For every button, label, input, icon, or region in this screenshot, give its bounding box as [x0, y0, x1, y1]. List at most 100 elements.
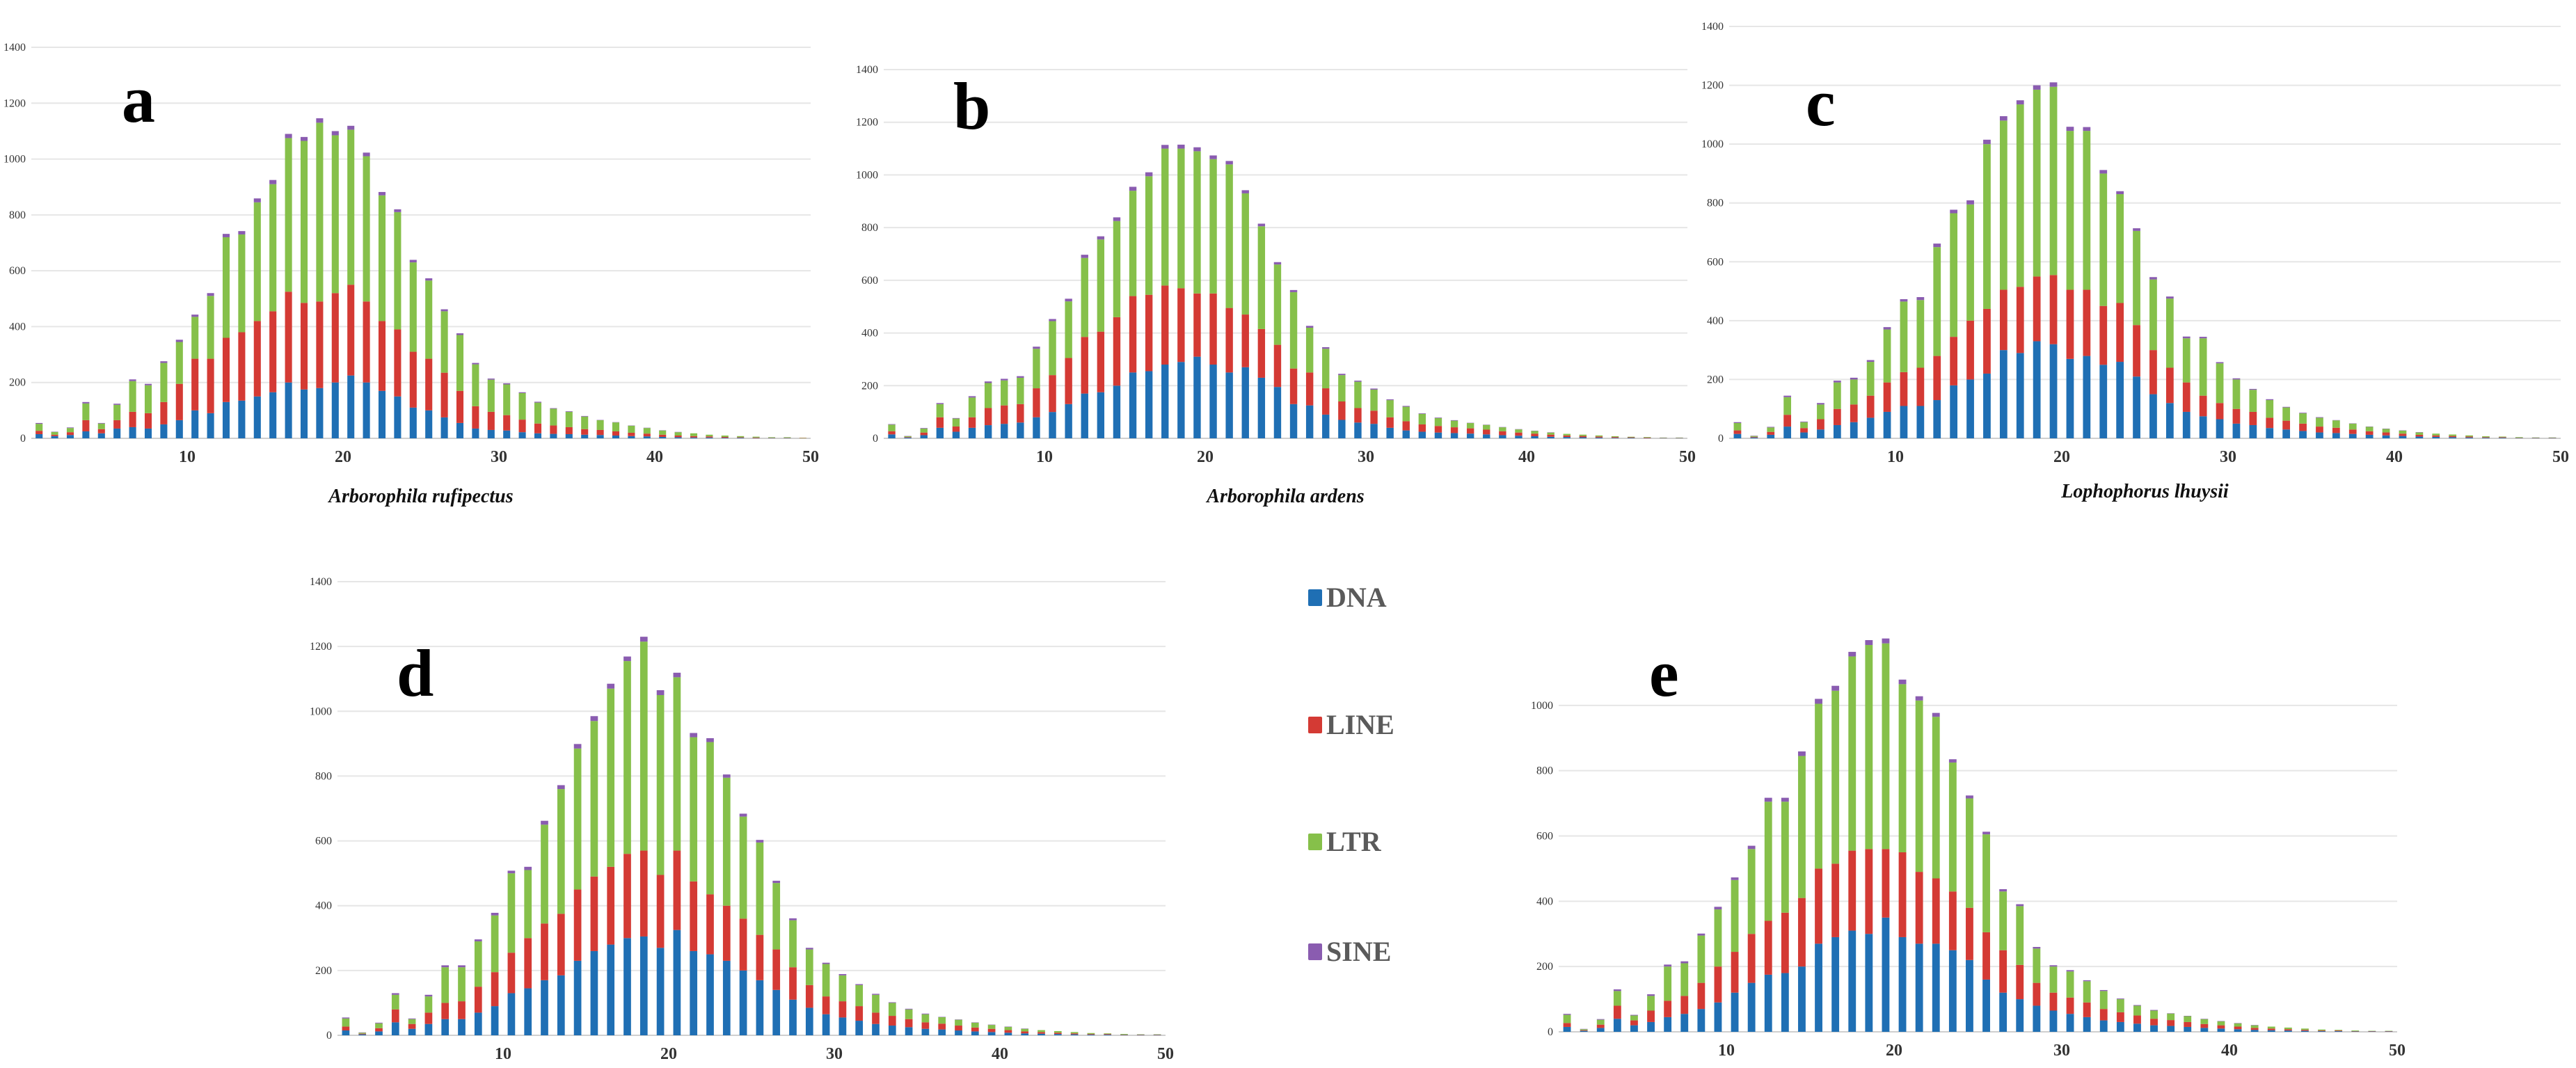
bar-segment-ltr [2150, 1010, 2158, 1019]
bar-segment-sine [1966, 795, 1973, 799]
bar-segment-sine [1596, 1019, 1605, 1020]
bar-segment-line [1596, 1024, 1605, 1028]
chart-panel-b: 0 200 400 600 800 1000 1200 1400 10 20 30 40 50 b Arbo… [856, 64, 1696, 507]
bar-segment-dna [2066, 1014, 2074, 1032]
bar-segment-ltr [1070, 1032, 1079, 1034]
bar-segment-sine [534, 401, 542, 403]
bar-segment-sine [756, 840, 764, 843]
bar-segment-ltr [1547, 432, 1555, 435]
bar-segment-line [238, 332, 246, 401]
x-tick-label: 50 [2552, 448, 2569, 466]
bar-segment-dna [456, 422, 464, 438]
bar-segment-dna [2083, 1017, 2091, 1032]
bar-segment-sine [1354, 381, 1362, 382]
bar-segment-line [1882, 849, 1890, 918]
bar-segment-ltr [441, 967, 450, 1003]
bar-segment-ltr [1900, 301, 1908, 372]
bar-segment-ltr [2133, 1005, 2141, 1016]
bar-segment-ltr [222, 237, 230, 338]
bar-segment-dna [2335, 1031, 2343, 1032]
bar-segment-ltr [2116, 194, 2124, 303]
bar-segment-line [160, 401, 168, 424]
bar-segment-dna [1983, 373, 1991, 438]
bar-segment-line [425, 358, 433, 411]
bar-segment-line [1932, 878, 1940, 944]
bar-segment-line [2033, 276, 2041, 342]
bar-segment-dna [1547, 436, 1555, 438]
bar-segment-ltr [752, 436, 760, 438]
bar-segment-sine [441, 965, 450, 968]
bar-segment-line [722, 905, 731, 961]
bar-segment-line [1714, 966, 1722, 1003]
bar-segment-dna [739, 970, 747, 1035]
bar-segment-sine [565, 411, 573, 412]
bar-segment-dna [2316, 432, 2323, 438]
bar-segment-line [739, 918, 747, 971]
y-tick-label: 1000 [1701, 138, 1724, 150]
bar-segment-line [1418, 424, 1426, 432]
bar-segment-line [968, 417, 976, 428]
legend-item-line: LINE [1308, 708, 1394, 741]
bar-segment-dna [253, 396, 261, 438]
bar-segment-sine [2316, 417, 2323, 418]
bar-segment-ltr [1097, 239, 1105, 332]
bar-segment-ltr [1611, 436, 1619, 438]
bar-segment-ltr [1087, 1033, 1095, 1035]
bar-segment-ltr [2284, 1027, 2292, 1030]
bar-segment-line [1697, 982, 1706, 1010]
bar-segment-ltr [253, 202, 261, 321]
bar-segment-sine [507, 870, 516, 874]
bar-segment-line [424, 1012, 433, 1024]
bar-segment-sine [1257, 223, 1266, 227]
bar-segment-line [487, 411, 495, 430]
bar-segment-dna [1950, 385, 1958, 438]
bar-segment-ltr [643, 428, 651, 434]
bar-segment-ltr [2066, 971, 2074, 998]
bar-segment-sine [2232, 378, 2241, 380]
bar-segment-sine [2033, 85, 2041, 90]
bar-segment-line [408, 1023, 416, 1029]
bar-segment-ltr [1750, 436, 1758, 437]
bar-segment-sine [2266, 399, 2274, 401]
bar-segment-ltr [1882, 643, 1890, 850]
bar-segment-ltr [1129, 191, 1137, 296]
y-tick-label: 200 [9, 377, 26, 389]
bar-segment-ltr [1781, 802, 1789, 913]
x-tick-label: 40 [1518, 448, 1535, 466]
bar-segment-dna [487, 429, 495, 438]
bar-segment-dna [2216, 419, 2224, 438]
bar-segment-sine [1999, 888, 2007, 892]
bar-segment-sine [1932, 712, 1940, 717]
bar-segment-dna [1515, 436, 1522, 438]
x-axis-label: Lophophorus lhuysii [2060, 481, 2229, 502]
bar-segment-ltr [129, 381, 136, 412]
bar-segment-sine [2016, 100, 2024, 105]
bar-segment-ltr [1831, 690, 1840, 864]
x-axis-label: Arborophila ardens [1205, 486, 1364, 507]
bar-segment-ltr [1049, 321, 1056, 376]
bar-segment-dna [1731, 992, 1739, 1032]
bar-segment-dna [1434, 432, 1442, 438]
bar-segment-dna [2250, 1030, 2259, 1032]
bar-segment-sine [1289, 289, 1298, 292]
legend-label-sine: SINE [1326, 936, 1392, 967]
bar-segment-dna [921, 1028, 930, 1035]
bar-segment-line [838, 1001, 847, 1018]
bar-segment-ltr [1322, 349, 1330, 389]
bar-segment-line [474, 987, 482, 1013]
bar-segment-line [1354, 408, 1362, 423]
bar-segment-line [491, 972, 499, 1007]
bar-segment-line [1193, 293, 1201, 357]
bar-segment-dna [1054, 1034, 1062, 1035]
y-tick-label: 400 [9, 321, 26, 333]
bar-segment-ltr [1354, 381, 1362, 408]
bar-segment-ltr [639, 641, 648, 851]
bar-segment-line [2432, 435, 2440, 437]
bar-segment-dna [1161, 365, 1169, 438]
bar-segment-dna [1647, 1021, 1655, 1032]
bar-segment-sine [82, 401, 90, 404]
bar-segment-dna [1113, 385, 1121, 438]
chart-panel-a: 0 200 400 600 800 1000 1200 1400 10 20 30 40 50 a Arbo… [3, 42, 819, 507]
bar-segment-line [1781, 912, 1789, 973]
bar-segment-line [2016, 964, 2024, 1000]
